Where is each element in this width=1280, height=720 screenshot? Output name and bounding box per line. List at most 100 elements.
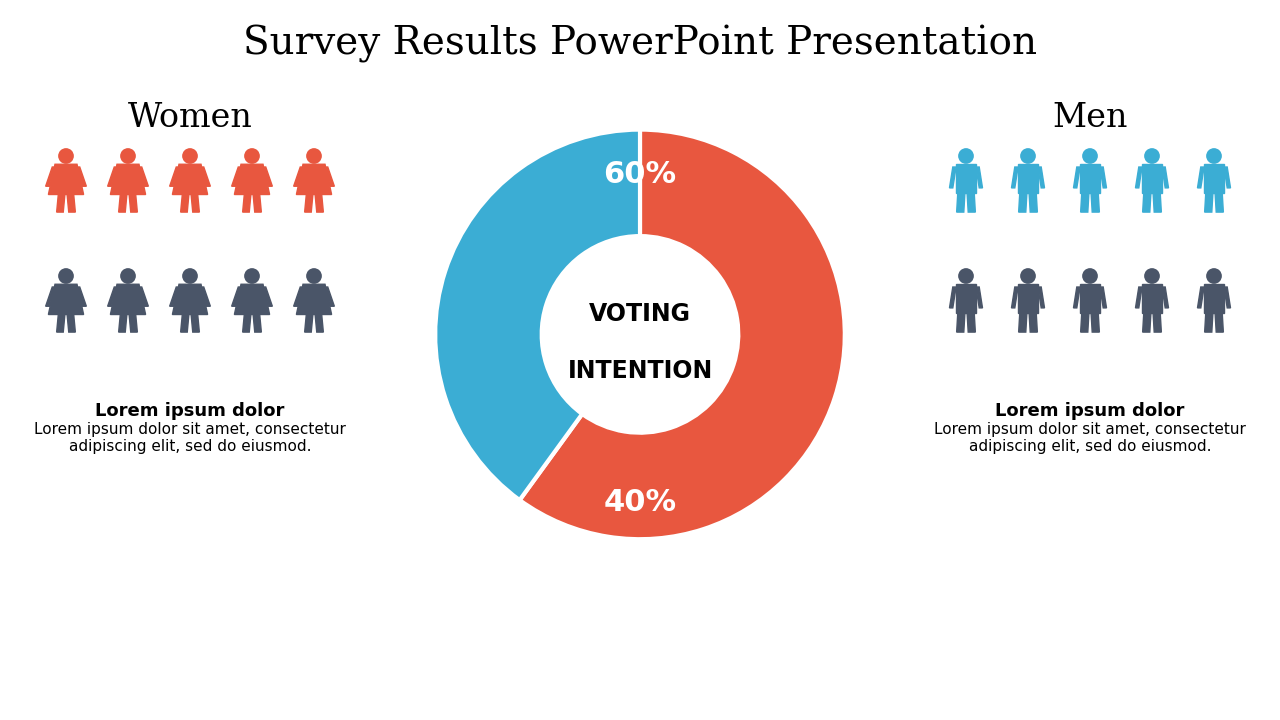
Text: 40%: 40% <box>603 488 677 517</box>
Circle shape <box>1021 149 1036 163</box>
Polygon shape <box>1215 194 1224 212</box>
Polygon shape <box>108 167 116 186</box>
Polygon shape <box>46 167 55 186</box>
Circle shape <box>244 269 259 283</box>
Polygon shape <box>1029 313 1037 332</box>
Polygon shape <box>968 313 975 332</box>
Circle shape <box>307 149 321 163</box>
Polygon shape <box>46 287 55 306</box>
Text: INTENTION: INTENTION <box>567 359 713 383</box>
Polygon shape <box>173 164 207 194</box>
Polygon shape <box>77 167 86 186</box>
Polygon shape <box>1204 194 1213 212</box>
Circle shape <box>183 269 197 283</box>
Polygon shape <box>253 194 261 212</box>
Circle shape <box>1144 269 1160 283</box>
Polygon shape <box>180 194 189 212</box>
Polygon shape <box>956 284 975 313</box>
Polygon shape <box>1204 313 1213 332</box>
Circle shape <box>1021 269 1036 283</box>
Circle shape <box>120 269 136 283</box>
Polygon shape <box>1198 287 1204 308</box>
Polygon shape <box>201 287 210 306</box>
Text: VOTING: VOTING <box>589 302 691 326</box>
Polygon shape <box>1224 167 1230 188</box>
Polygon shape <box>325 287 334 306</box>
Polygon shape <box>108 287 116 306</box>
Polygon shape <box>1038 287 1044 308</box>
Polygon shape <box>234 164 270 194</box>
Polygon shape <box>950 287 956 308</box>
Polygon shape <box>1204 164 1224 194</box>
Circle shape <box>1083 149 1097 163</box>
Text: Lorem ipsum dolor: Lorem ipsum dolor <box>996 402 1185 420</box>
Polygon shape <box>1080 164 1100 194</box>
Polygon shape <box>1019 313 1027 332</box>
Polygon shape <box>1029 194 1037 212</box>
Polygon shape <box>1091 313 1100 332</box>
Polygon shape <box>170 287 179 306</box>
Polygon shape <box>191 315 200 332</box>
Polygon shape <box>77 287 86 306</box>
Polygon shape <box>1018 284 1038 313</box>
Polygon shape <box>293 167 303 186</box>
Circle shape <box>59 149 73 163</box>
Polygon shape <box>49 284 83 315</box>
Circle shape <box>1207 149 1221 163</box>
Circle shape <box>1083 269 1097 283</box>
Polygon shape <box>315 315 324 332</box>
Circle shape <box>59 269 73 283</box>
Polygon shape <box>968 194 975 212</box>
Polygon shape <box>243 315 251 332</box>
Polygon shape <box>1019 194 1027 212</box>
Polygon shape <box>1143 194 1151 212</box>
Circle shape <box>120 149 136 163</box>
Polygon shape <box>1080 313 1089 332</box>
Text: Women: Women <box>128 102 252 134</box>
Polygon shape <box>232 167 241 186</box>
Text: Lorem ipsum dolor sit amet, consectetur
adipiscing elit, sed do eiusmod.: Lorem ipsum dolor sit amet, consectetur … <box>934 422 1245 454</box>
Polygon shape <box>67 315 76 332</box>
Polygon shape <box>305 315 312 332</box>
Polygon shape <box>956 164 975 194</box>
Circle shape <box>183 149 197 163</box>
Circle shape <box>1207 269 1221 283</box>
Polygon shape <box>1204 284 1224 313</box>
Polygon shape <box>67 194 76 212</box>
Polygon shape <box>129 315 137 332</box>
Text: Men: Men <box>1052 102 1128 134</box>
Polygon shape <box>293 287 303 306</box>
Polygon shape <box>956 313 965 332</box>
Polygon shape <box>297 284 332 315</box>
Polygon shape <box>262 167 273 186</box>
Polygon shape <box>1080 284 1100 313</box>
Text: Lorem ipsum dolor: Lorem ipsum dolor <box>95 402 284 420</box>
Polygon shape <box>191 194 200 212</box>
Polygon shape <box>49 164 83 194</box>
Polygon shape <box>170 167 179 186</box>
Polygon shape <box>234 284 270 315</box>
Polygon shape <box>1215 313 1224 332</box>
Polygon shape <box>56 194 65 212</box>
Text: Survey Results PowerPoint Presentation: Survey Results PowerPoint Presentation <box>243 25 1037 63</box>
Polygon shape <box>956 194 965 212</box>
Polygon shape <box>315 194 324 212</box>
Text: 60%: 60% <box>603 160 677 189</box>
Polygon shape <box>173 284 207 315</box>
Polygon shape <box>180 315 189 332</box>
Wedge shape <box>520 130 845 539</box>
Polygon shape <box>1074 287 1080 308</box>
Polygon shape <box>232 287 241 306</box>
Polygon shape <box>129 194 137 212</box>
Polygon shape <box>1011 287 1018 308</box>
Polygon shape <box>253 315 261 332</box>
Polygon shape <box>1162 287 1169 308</box>
Polygon shape <box>56 315 65 332</box>
Polygon shape <box>1100 287 1106 308</box>
Polygon shape <box>119 194 127 212</box>
Polygon shape <box>262 287 273 306</box>
Polygon shape <box>1143 313 1151 332</box>
Polygon shape <box>1074 167 1080 188</box>
Polygon shape <box>1135 287 1142 308</box>
Polygon shape <box>950 167 956 188</box>
